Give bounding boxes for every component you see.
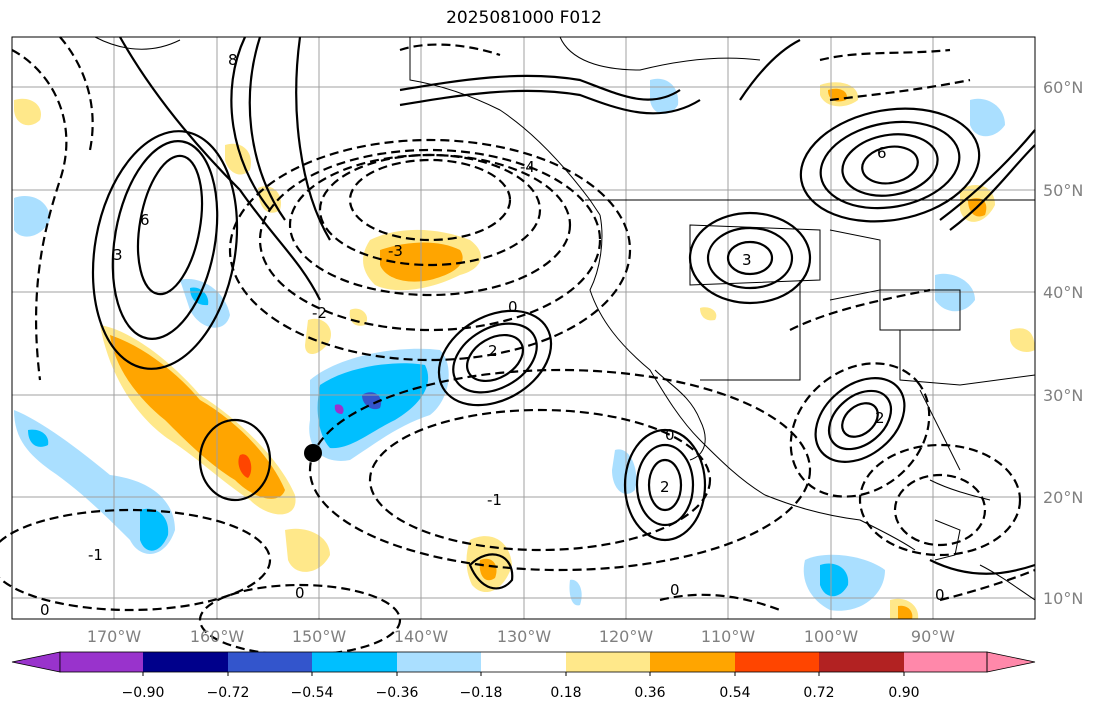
contour-label-m1: -1 xyxy=(487,491,502,509)
colorbar-tick: 0.36 xyxy=(634,685,665,701)
colorbar xyxy=(11,651,1036,676)
lat-label-30: 30°N xyxy=(1043,386,1083,405)
contour-label-4b: 3 xyxy=(113,246,123,264)
contour-label-4: 3 xyxy=(742,251,752,269)
storm-position-dot xyxy=(304,444,322,462)
positive-contours xyxy=(91,36,1036,590)
colorbar-segment xyxy=(481,652,566,672)
colorbar-extend-max xyxy=(986,651,1036,673)
contour-label-2: 2 xyxy=(488,342,498,360)
colorbar-tick-labels: −0.90 −0.72 −0.54 −0.36 −0.18 0.18 0.36 … xyxy=(122,685,920,701)
colorbar-tick: 0.90 xyxy=(888,685,919,701)
contour-label-m3: -4 xyxy=(520,158,535,176)
contour-labels: 2 0 2 0 2 3 6 6 3 -3 -2 -1 -1 0 -4 8 0 0… xyxy=(40,51,945,619)
shading-negative xyxy=(14,78,1005,611)
contour-label-m2: -2 xyxy=(312,304,327,322)
colorbar-segment xyxy=(143,652,228,672)
colorbar-tick: −0.18 xyxy=(460,685,503,701)
colorbar-tick: −0.54 xyxy=(291,685,334,701)
map-border xyxy=(11,36,1036,620)
contour-label-m4: -3 xyxy=(388,242,403,260)
colorbar-segment xyxy=(904,652,987,672)
contour-label-6: 6 xyxy=(877,144,887,162)
lat-label-40: 40°N xyxy=(1043,283,1083,302)
latitude-labels: 60°N 50°N 40°N 30°N 20°N 10°N xyxy=(1043,78,1083,608)
contour-label-0c: 0 xyxy=(295,584,305,602)
lat-label-60: 60°N xyxy=(1043,78,1083,97)
colorbar-segment xyxy=(566,652,650,672)
lat-label-20: 20°N xyxy=(1043,488,1083,507)
coastlines xyxy=(94,36,1036,601)
contour-label-m8: 8 xyxy=(228,51,238,69)
lon-label-150: 150°W xyxy=(292,627,347,646)
longitude-labels: 170°W 160°W 150°W 140°W 130°W 120°W 110°… xyxy=(87,627,955,646)
lon-label-100: 100°W xyxy=(804,627,859,646)
lon-label-140: 140°W xyxy=(394,627,449,646)
negative-contours xyxy=(0,36,1036,657)
colorbar-segment xyxy=(735,652,819,672)
colorbar-tick: −0.36 xyxy=(376,685,419,701)
contour-label-0f: 0 xyxy=(40,601,50,619)
contour-label-2c: 2 xyxy=(875,409,885,427)
colorbar-tick: 0.54 xyxy=(719,685,750,701)
colorbar-segment xyxy=(228,652,312,672)
lon-label-120: 120°W xyxy=(599,627,654,646)
colorbar-tick: −0.72 xyxy=(207,685,250,701)
colorbar-segment xyxy=(312,652,397,672)
lon-label-110: 110°W xyxy=(701,627,756,646)
contour-label-0d: 0 xyxy=(935,586,945,604)
lon-label-170: 170°W xyxy=(87,627,142,646)
lon-label-160: 160°W xyxy=(190,627,245,646)
chart-title: 2025081000 F012 xyxy=(446,8,602,28)
colorbar-segment xyxy=(819,652,904,672)
colorbar-segment xyxy=(60,652,143,672)
lon-label-90: 90°W xyxy=(911,627,955,646)
colorbar-tick: 0.18 xyxy=(550,685,581,701)
lat-label-10: 10°N xyxy=(1043,589,1083,608)
contour-label-0: 0 xyxy=(508,298,518,316)
contour-label-0e: 0 xyxy=(670,581,680,599)
colorbar-tick: −0.90 xyxy=(122,685,165,701)
map-panel: 2 0 2 0 2 3 6 6 3 -3 -2 -1 -1 0 -4 8 0 0… xyxy=(0,36,1036,657)
contour-label-2b: 2 xyxy=(660,478,670,496)
colorbar-segment xyxy=(397,652,481,672)
contour-label-6b: 6 xyxy=(140,211,150,229)
colorbar-extend-min xyxy=(11,651,61,673)
colorbar-border xyxy=(59,651,988,673)
colorbar-tick: 0.72 xyxy=(803,685,834,701)
contour-label-0b: 0 xyxy=(665,426,675,444)
graticule xyxy=(12,37,1035,619)
colorbar-segment xyxy=(650,652,735,672)
lat-label-50: 50°N xyxy=(1043,181,1083,200)
contour-label-m1b: -1 xyxy=(88,546,103,564)
lon-label-130: 130°W xyxy=(497,627,552,646)
